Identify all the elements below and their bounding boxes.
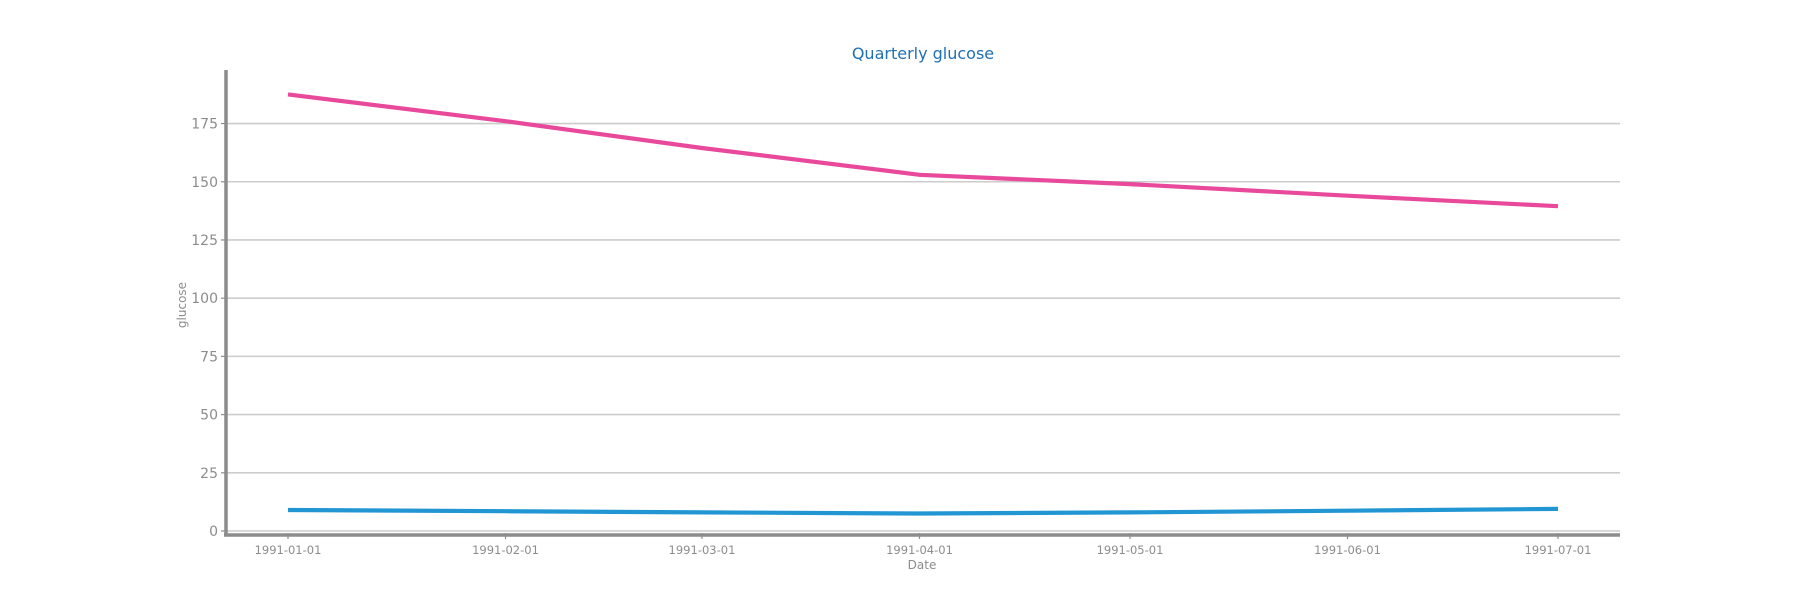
y-tick-label: 100 [191,291,218,307]
x-tick-labels: 1991-01-01 1991-02-01 1991-03-01 1991-04-01… [255,533,1592,557]
series-lines [287,92,1559,516]
x-axis-label: Date [908,558,937,572]
y-tick-label: 0 [209,524,218,540]
y-tick-label: 175 [191,117,218,133]
series-line-1 [287,92,1559,209]
x-tick-label: 1991-05-01 [1097,543,1164,557]
y-tick-label: 150 [191,175,218,191]
series-line-2 [287,506,1559,516]
y-tick-labels: 0 25 50 75 100 125 150 175 [191,117,226,540]
y-tick-label: 125 [191,233,218,249]
chart-title: Quarterly glucose [852,44,994,63]
y-tick-label: 75 [200,349,218,365]
y-axis-label: glucose [175,282,189,328]
x-tick-label: 1991-03-01 [669,543,736,557]
x-tick-label: 1991-06-01 [1314,543,1381,557]
gridlines [226,122,1620,532]
x-tick-label: 1991-07-01 [1525,543,1592,557]
x-tick-label: 1991-02-01 [472,543,539,557]
x-tick-label: 1991-01-01 [255,543,322,557]
axes [224,70,1620,537]
y-tick-label: 25 [200,466,218,482]
x-tick-label: 1991-04-01 [886,543,953,557]
y-tick-label: 50 [200,408,218,424]
